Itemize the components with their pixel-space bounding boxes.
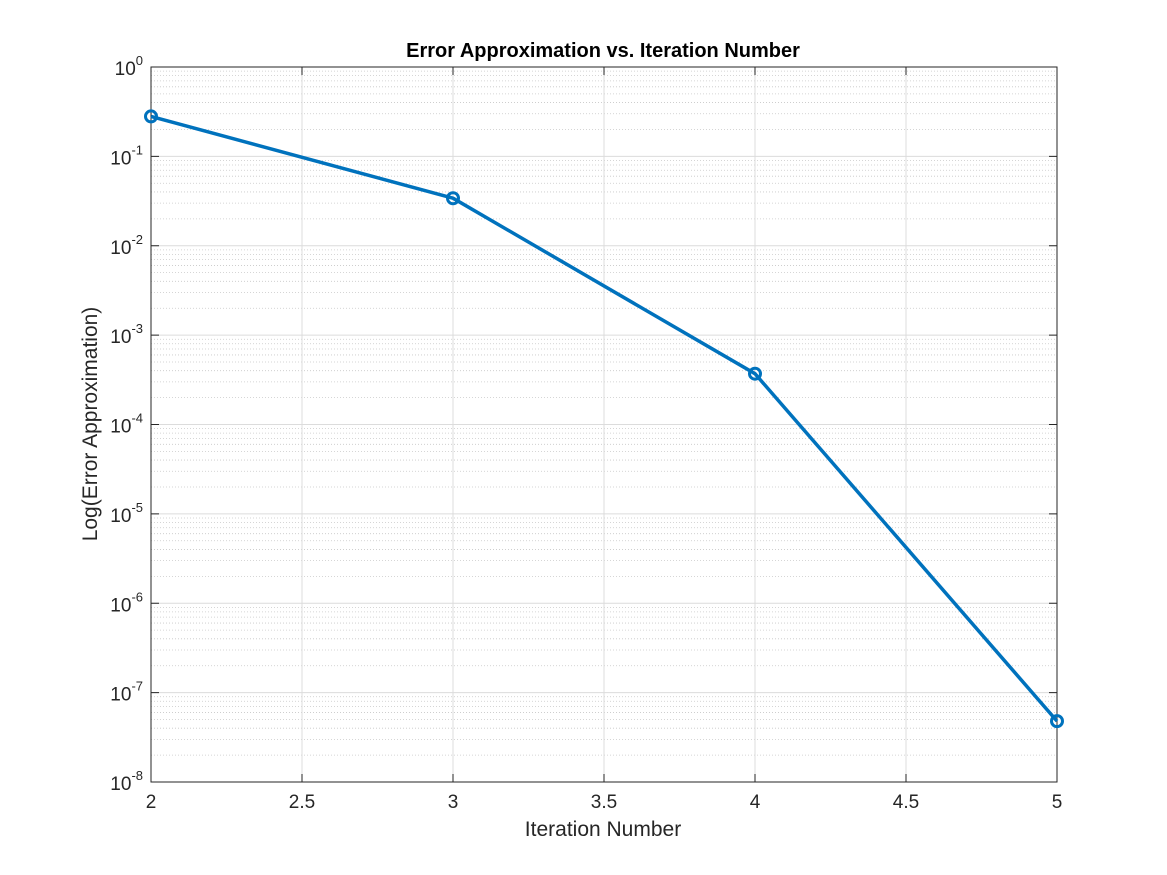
data-point-marker xyxy=(1050,714,1064,729)
y-tick-label: 10-5 xyxy=(110,500,143,527)
x-tick-label: 3 xyxy=(448,792,459,813)
x-tick-label: 5 xyxy=(1052,792,1063,813)
tick-layer: 100 10-1 10-2 10-3 10-4 10-5 10-6 10-7 10-82 2.5 3… xyxy=(110,53,1062,813)
chart-title: Error Approximation vs. Iteration Number xyxy=(406,40,800,62)
y-tick-label: 10-7 xyxy=(110,679,143,706)
y-tick-label: 100 xyxy=(115,53,143,80)
x-axis-label: Iteration Number xyxy=(525,818,681,841)
data-point-marker xyxy=(144,109,158,124)
grid-layer xyxy=(150,66,1058,783)
x-tick-label: 4.5 xyxy=(893,792,919,813)
x-tick-label: 2.5 xyxy=(289,792,315,813)
y-tick-label: 10-8 xyxy=(110,768,143,795)
y-tick-label: 10-4 xyxy=(110,411,143,438)
data-point-marker xyxy=(748,366,762,381)
x-tick-label: 4 xyxy=(750,792,761,813)
x-tick-label: 3.5 xyxy=(591,792,617,813)
y-tick-label: 10-3 xyxy=(110,321,143,348)
y-tick-label: 10-2 xyxy=(110,232,143,259)
x-tick-label: 2 xyxy=(146,792,157,813)
series-layer xyxy=(144,109,1064,729)
y-tick-label: 10-1 xyxy=(110,142,143,169)
y-axis-label: Log(Error Approximation) xyxy=(79,307,102,542)
y-tick-label: 10-6 xyxy=(110,589,143,616)
data-point-marker xyxy=(446,191,460,206)
series-line xyxy=(150,114,1059,723)
